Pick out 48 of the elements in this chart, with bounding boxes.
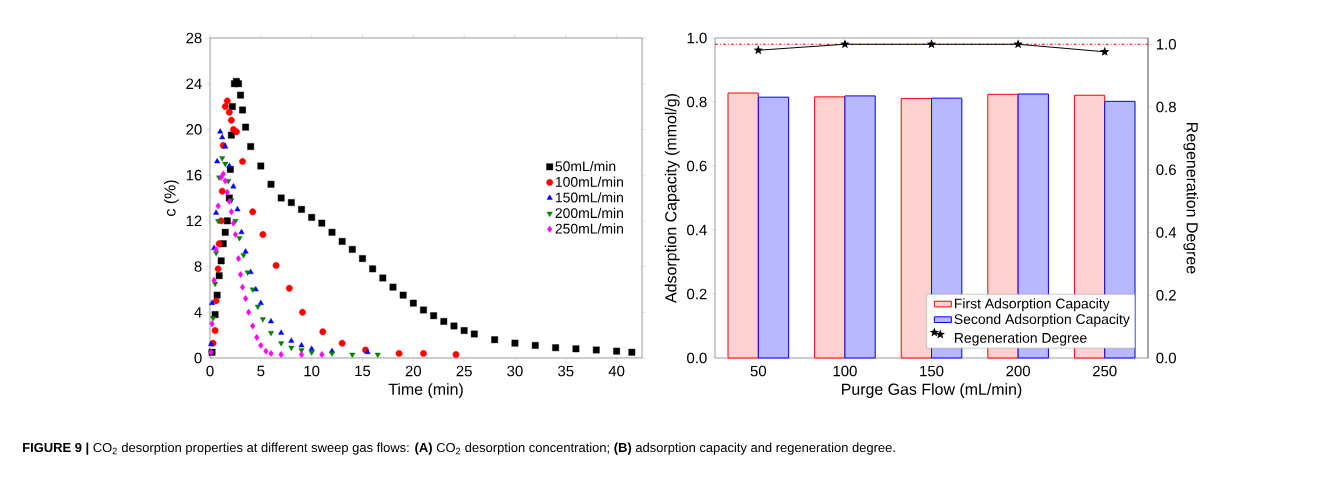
x-tick-label: 25 [456,365,472,377]
x-tick-label: 15 [355,365,371,377]
x-tick-label: 10 [304,365,320,377]
legend-label: First Adsorption Capacity [954,298,1110,312]
y-tick-label: 0.2 [687,288,707,300]
y-tick-label: 8 [194,261,202,272]
y-tick-label: 24 [186,78,202,89]
x-tick-label: 150 [920,365,944,377]
y-tick-label: 1.0 [687,32,707,44]
y-tick-label: 0.6 [687,160,707,172]
y-tick-label: 16 [186,169,202,181]
x-tick-label: 50 [750,365,767,377]
x-tick-label: 30 [507,365,523,377]
y2-tick-label: 0.2 [1156,289,1176,301]
y-tick-label: 28 [186,32,202,44]
x-tick-label: 100 [833,365,857,377]
y-tick-label: 12 [186,215,202,227]
legend-label: 250mL/min [555,223,623,234]
y2-tick-label: 1.0 [1156,38,1176,50]
legend-label: 100mL/min [555,176,623,187]
x-tick-label: 250 [1093,365,1117,377]
y2-tick-label: 0.6 [1156,164,1176,176]
legend-label: 50mL/min [555,161,616,172]
x-tick-label: 0 [206,365,214,377]
y-axis-title: Adsorption Capacity (mmol/g) [664,94,680,303]
y-tick-label: 0.4 [687,224,707,236]
y-axis-title: c (%) [163,180,179,216]
y2-tick-label: 0.0 [1156,352,1176,364]
x-tick-label: 20 [405,365,422,377]
legend-label: Second Adsorption Capacity [954,313,1130,327]
x-tick-label: 200 [1006,365,1030,377]
x-axis-title: Purge Gas Flow (mL/min) [842,383,1022,399]
x-tick-label: 40 [608,365,625,377]
y2-axis-title: Regeneration Degree [1183,123,1199,274]
x-tick-label: 35 [558,365,574,377]
x-tick-label: 5 [257,365,265,377]
y-tick-label: 0 [194,352,202,364]
y-tick-label: 0.8 [687,96,707,108]
x-axis-title: Time (min) [388,383,463,399]
legend-label: Regeneration Degree [954,332,1087,346]
y-tick-label: 20 [186,124,202,135]
y2-tick-label: 0.8 [1156,101,1176,113]
legend-label: 150mL/min [555,192,623,203]
legend-label: 200mL/min [555,207,623,219]
y-tick-label: 0.0 [687,352,707,364]
y2-tick-label: 0.4 [1156,227,1177,238]
y-tick-label: 4 [194,307,202,318]
text: FIGURE 9 | CO$_{2}$ desorption properties at different sweep gas flows: (A) CO$_{2}$ desorption concentration; (B) adsorption capacity and regeneration degree. [23,442,895,455]
